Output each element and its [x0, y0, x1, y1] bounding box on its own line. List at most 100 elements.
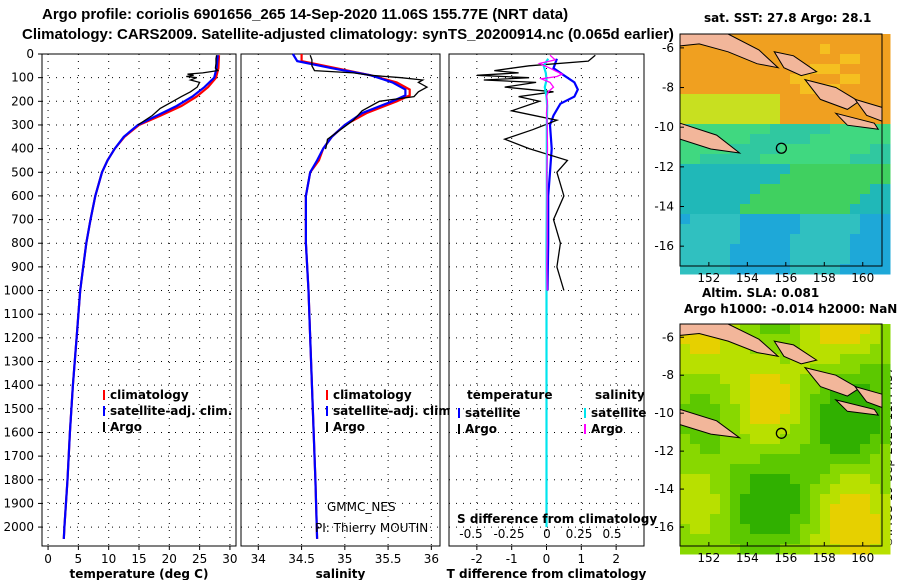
map-cell	[720, 204, 731, 215]
depth-tick-label: 400	[11, 142, 34, 156]
map-cell	[730, 134, 741, 145]
map-cell	[780, 64, 791, 75]
map-cell	[870, 384, 881, 395]
map-cell	[720, 444, 731, 455]
map-cell	[800, 264, 811, 275]
series-line-argo	[137, 55, 220, 126]
map-cell	[770, 404, 781, 415]
map-x-tick-label: 160	[851, 551, 874, 565]
map-cell	[840, 544, 851, 555]
map-cell	[870, 84, 881, 95]
map-cell	[810, 184, 821, 195]
map-cell	[750, 354, 761, 365]
map-cell	[750, 144, 761, 155]
map-cell	[880, 54, 891, 65]
map-cell	[770, 544, 781, 555]
map-cell	[880, 184, 891, 195]
map-cell	[800, 504, 811, 515]
map-cell	[730, 154, 741, 165]
map-cell	[850, 104, 861, 115]
map-cell	[760, 84, 771, 95]
map-cell	[790, 484, 801, 495]
map-cell	[870, 184, 881, 195]
map-cell	[870, 534, 881, 545]
map-cell	[830, 164, 841, 175]
map-cell	[880, 354, 891, 365]
map-cell	[700, 124, 711, 135]
map-cell	[800, 44, 811, 55]
map-cell	[710, 84, 721, 95]
map-cell	[710, 544, 721, 555]
map-cell	[860, 264, 871, 275]
map-cell	[830, 324, 841, 335]
map-cell	[790, 184, 801, 195]
map-cell	[700, 394, 711, 405]
map-cell	[850, 54, 861, 65]
map-cell	[720, 254, 731, 265]
map-cell	[830, 204, 841, 215]
map-cell	[780, 384, 791, 395]
map-cell	[700, 114, 711, 125]
map-cell	[800, 134, 811, 145]
map-cell	[870, 144, 881, 155]
map-cell	[870, 174, 881, 185]
map-cell	[830, 104, 841, 115]
map-cell	[840, 464, 851, 475]
map-cell	[780, 534, 791, 545]
map-cell	[770, 524, 781, 535]
map-cell	[740, 184, 751, 195]
map-cell	[880, 374, 891, 385]
map-cell	[760, 204, 771, 215]
map-cell	[680, 184, 691, 195]
x-tick-label: 15	[131, 552, 146, 566]
map-cell	[810, 264, 821, 275]
map-cell	[770, 454, 781, 465]
map-cell	[720, 124, 731, 135]
map-cell	[690, 394, 701, 405]
map-cell	[770, 134, 781, 145]
map-cell	[700, 484, 711, 495]
map-cell	[760, 214, 771, 225]
map-cell	[800, 534, 811, 545]
map-cell	[770, 344, 781, 355]
map-cell	[710, 504, 721, 515]
map-cell	[800, 54, 811, 65]
map-cell	[870, 474, 881, 485]
map-cell	[860, 494, 871, 505]
map-cell	[740, 154, 751, 165]
map-cell	[770, 104, 781, 115]
land-mass	[773, 51, 818, 77]
map-cell	[740, 444, 751, 455]
map-cell	[780, 224, 791, 235]
map-cell	[690, 234, 701, 245]
map-cell	[860, 244, 871, 255]
map-cell	[680, 444, 691, 455]
map-cell	[840, 434, 851, 445]
map-cell	[700, 164, 711, 175]
sla-map-panel: Altim. SLA: 0.081 Argo h1000: -0.014 h20…	[684, 286, 897, 316]
map-cell	[800, 244, 811, 255]
map-cell	[730, 384, 741, 395]
map-cell	[850, 434, 861, 445]
map-cell	[880, 174, 891, 185]
map-cell	[830, 264, 841, 275]
map-cell	[690, 194, 701, 205]
map-cell	[810, 464, 821, 475]
map-cell	[780, 234, 791, 245]
map-cell	[740, 264, 751, 275]
map-cell	[730, 204, 741, 215]
map-cell	[870, 54, 881, 65]
map-cell	[850, 184, 861, 195]
map-cell	[790, 204, 801, 215]
map-cell	[800, 154, 811, 165]
map-cell	[710, 364, 721, 375]
map-cell	[710, 404, 721, 415]
map-cell	[790, 194, 801, 205]
map-cell	[840, 534, 851, 545]
map-cell	[800, 114, 811, 125]
map-cell	[840, 504, 851, 515]
map-cell	[690, 214, 701, 225]
map-cell	[820, 394, 831, 405]
map-cell	[800, 214, 811, 225]
map-cell	[840, 144, 851, 155]
